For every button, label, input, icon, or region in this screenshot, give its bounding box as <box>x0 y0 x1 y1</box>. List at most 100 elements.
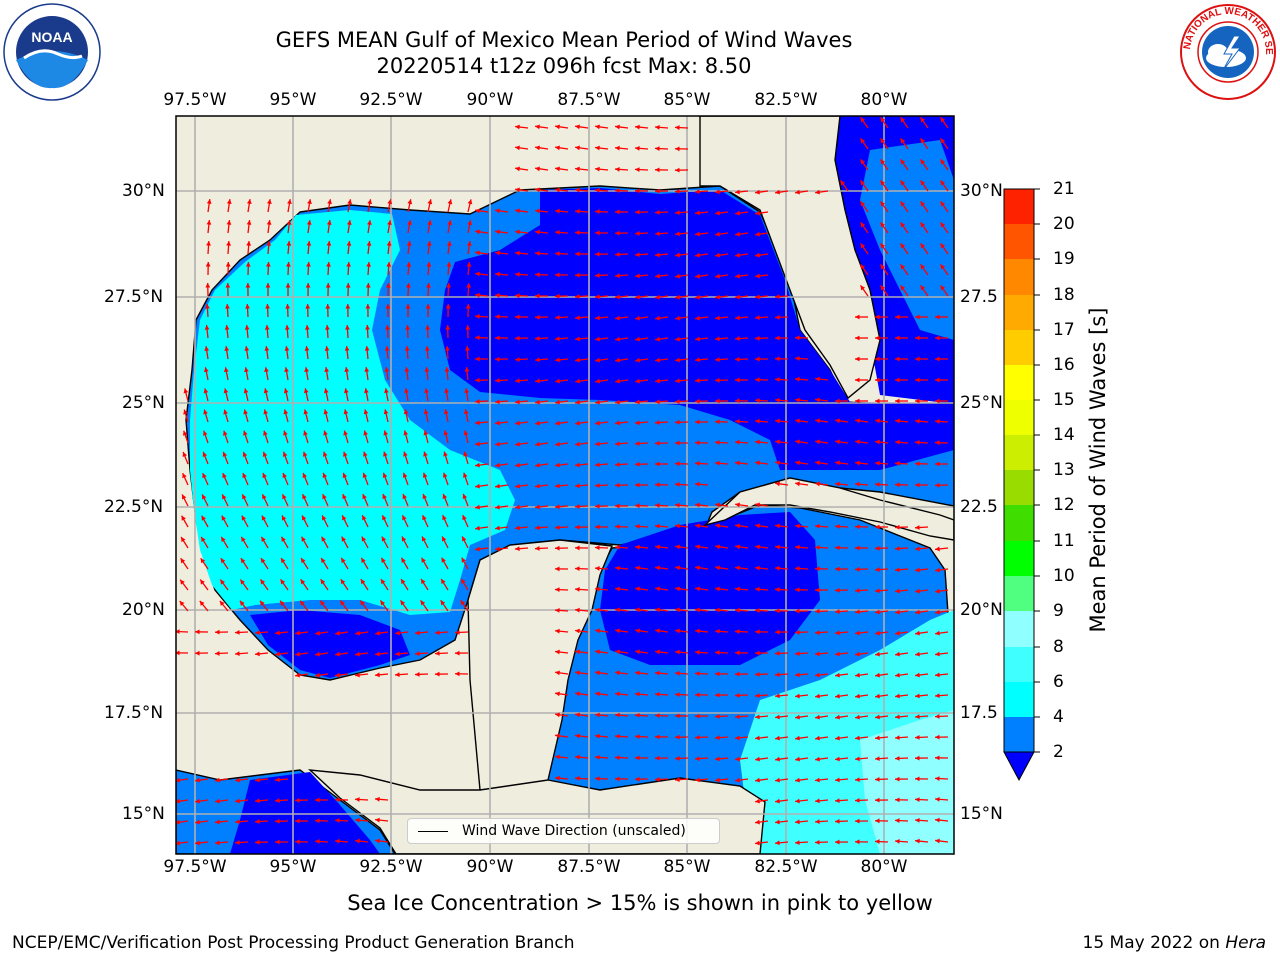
wind-arrow-head <box>940 264 946 270</box>
wind-arrow-head <box>203 388 209 394</box>
wind-arrow-head <box>860 222 866 228</box>
wind-arrow-head <box>835 693 840 699</box>
wind-arrow-head <box>635 441 640 446</box>
wind-arrow <box>461 536 469 549</box>
wind-arrow-head <box>304 346 310 351</box>
wind-arrow-head <box>364 367 370 372</box>
wind-arrow-head <box>895 776 900 782</box>
wind-arrow-head <box>425 304 431 309</box>
colorbar-tick-label: 10 <box>1053 566 1075 586</box>
wind-arrow <box>335 652 349 656</box>
wind-arrow-head <box>226 199 232 204</box>
wind-arrow-head <box>466 241 472 246</box>
wind-arrow-head <box>465 304 471 309</box>
wind-arrow <box>834 820 849 823</box>
wind-arrow-head <box>240 558 246 564</box>
wind-arrow-head <box>303 388 309 394</box>
wind-arrow-head <box>835 651 840 657</box>
wind-arrow <box>775 440 789 444</box>
wind-arrow-head <box>715 357 720 362</box>
wind-arrow-head <box>535 546 540 551</box>
wind-arrow <box>815 778 829 782</box>
wind-arrow <box>900 284 909 297</box>
wind-arrow <box>795 778 809 782</box>
wind-arrow-head <box>860 180 866 186</box>
wind-arrow-head <box>295 672 300 678</box>
wind-arrow-head <box>346 220 352 225</box>
wind-arrow <box>385 367 389 381</box>
wind-arrow-head <box>915 588 920 594</box>
wind-arrow <box>575 167 589 171</box>
wind-arrow <box>305 346 309 360</box>
wind-arrow-head <box>195 777 200 783</box>
wind-arrow <box>363 430 369 444</box>
wind-arrow <box>334 840 349 843</box>
wind-arrow-head <box>895 755 900 761</box>
wind-arrow-head <box>935 714 940 719</box>
wind-arrow-head <box>775 418 780 424</box>
wind-arrow-head <box>405 304 411 309</box>
wind-arrow <box>225 325 229 339</box>
wind-arrow <box>774 567 789 570</box>
wind-arrow <box>614 546 629 549</box>
wind-arrow <box>715 524 729 528</box>
wind-arrow <box>775 820 789 824</box>
wind-arrow <box>815 482 829 486</box>
wind-arrow <box>514 547 529 550</box>
wind-arrow-head <box>220 558 226 564</box>
wind-arrow-head <box>900 201 906 207</box>
wind-arrow-head <box>875 356 880 362</box>
wind-arrow-head <box>495 208 500 214</box>
wind-arrow-head <box>755 777 760 783</box>
wind-arrow-head <box>755 273 760 279</box>
wind-arrow-head <box>655 231 660 237</box>
wind-arrow-head <box>302 451 308 457</box>
wind-arrow-head <box>755 629 760 635</box>
wind-arrow <box>814 820 829 823</box>
wind-arrow <box>406 345 409 360</box>
wind-arrow-head <box>244 325 250 330</box>
wind-arrow-head <box>855 439 860 445</box>
lon-label: 92.5°W <box>359 857 423 877</box>
wind-arrow <box>835 673 849 677</box>
wind-arrow-head <box>383 451 388 457</box>
wind-arrow <box>382 472 389 486</box>
wind-arrow-head <box>655 420 660 425</box>
wind-arrow <box>381 514 389 528</box>
wind-arrow-head <box>475 208 480 214</box>
wind-arrow-head <box>355 838 360 844</box>
wind-arrow-head <box>695 378 700 383</box>
wind-arrow-head <box>895 356 900 362</box>
wind-arrow <box>355 652 369 656</box>
wind-arrow-head <box>715 523 720 529</box>
wind-arrow-head <box>855 588 860 593</box>
wind-arrow <box>465 367 469 381</box>
wind-arrow-head <box>335 838 340 844</box>
wind-arrow-head <box>855 839 860 845</box>
wind-arrow <box>634 421 649 424</box>
wind-arrow <box>754 316 769 319</box>
wind-arrow <box>495 526 509 530</box>
wind-arrow <box>219 579 229 591</box>
wind-arrow <box>367 220 371 234</box>
wind-arrow-head <box>285 304 291 309</box>
wind-arrow-head <box>795 189 800 195</box>
wind-arrow <box>427 220 432 234</box>
wind-arrow-head <box>855 314 860 320</box>
wind-arrow-head <box>364 388 369 394</box>
wind-arrow-head <box>447 199 453 205</box>
wind-arrow-head <box>182 430 188 436</box>
wind-arrow-head <box>345 304 351 309</box>
wind-arrow <box>674 672 689 675</box>
wind-arrow <box>407 261 410 276</box>
wind-arrow <box>295 673 309 677</box>
wind-arrow <box>195 799 209 803</box>
wind-arrow-head <box>715 756 720 762</box>
wind-arrow-head <box>325 325 330 330</box>
wind-arrow-head <box>323 409 329 415</box>
wind-arrow-head <box>795 418 800 424</box>
wind-arrow-head <box>880 180 886 186</box>
wind-arrow-head <box>735 336 740 341</box>
wind-arrow <box>635 629 649 633</box>
wind-arrow <box>714 630 729 633</box>
